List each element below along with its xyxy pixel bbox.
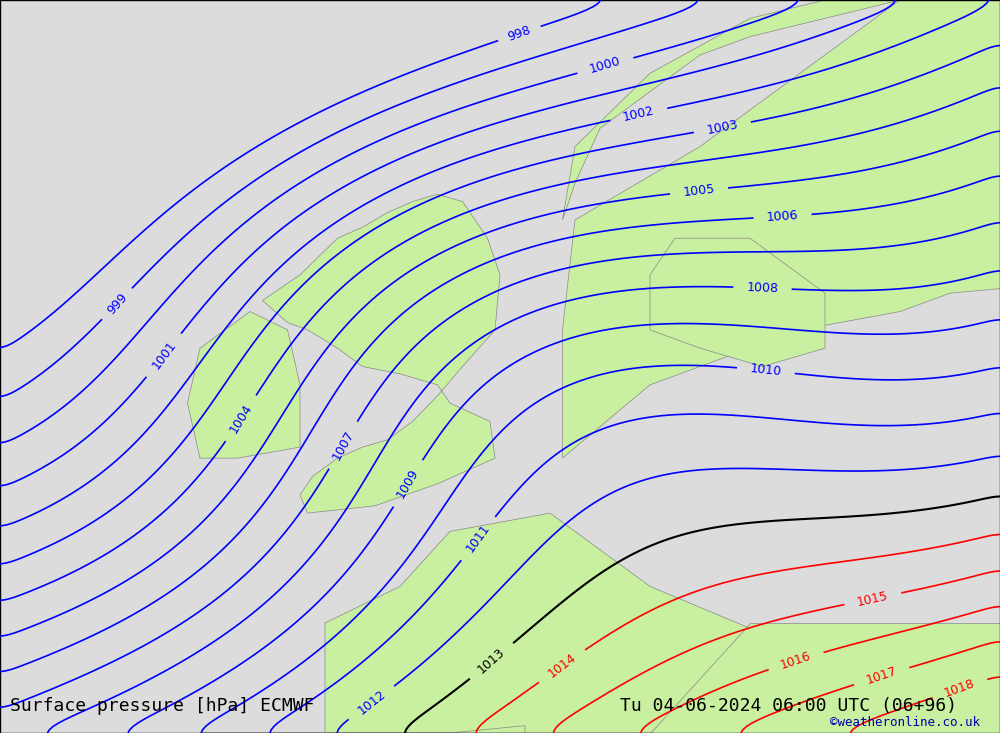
Polygon shape [188,312,300,458]
Text: 1016: 1016 [779,649,813,672]
Polygon shape [650,238,825,366]
Text: 1003: 1003 [706,118,739,137]
Text: 998: 998 [506,23,533,44]
Text: 999: 999 [104,291,130,317]
Text: 1012: 1012 [355,688,388,718]
Polygon shape [200,726,525,733]
Text: 1004: 1004 [227,402,255,435]
Text: 1001: 1001 [149,339,179,372]
Polygon shape [650,623,1000,733]
Text: 1014: 1014 [545,651,578,681]
Text: 1002: 1002 [622,104,656,124]
Text: Tu 04-06-2024 06:00 UTC (06+96): Tu 04-06-2024 06:00 UTC (06+96) [620,696,957,715]
Text: 1017: 1017 [865,665,899,688]
Text: 1007: 1007 [330,428,357,463]
Text: ©weatheronline.co.uk: ©weatheronline.co.uk [830,716,980,729]
Polygon shape [262,194,500,513]
Polygon shape [562,0,1000,458]
Text: Surface pressure [hPa] ECMWF: Surface pressure [hPa] ECMWF [10,696,314,715]
Text: 1018: 1018 [943,677,977,700]
Text: 1009: 1009 [394,466,422,501]
Text: 1011: 1011 [464,522,493,555]
Polygon shape [325,513,1000,733]
Text: 1008: 1008 [746,281,779,295]
Text: 1013: 1013 [476,646,508,677]
Text: 1006: 1006 [766,209,799,224]
Text: 1015: 1015 [856,589,890,608]
Text: 1005: 1005 [682,183,716,199]
Text: 1000: 1000 [588,55,622,76]
Text: 1010: 1010 [749,362,782,379]
Polygon shape [562,0,1000,220]
